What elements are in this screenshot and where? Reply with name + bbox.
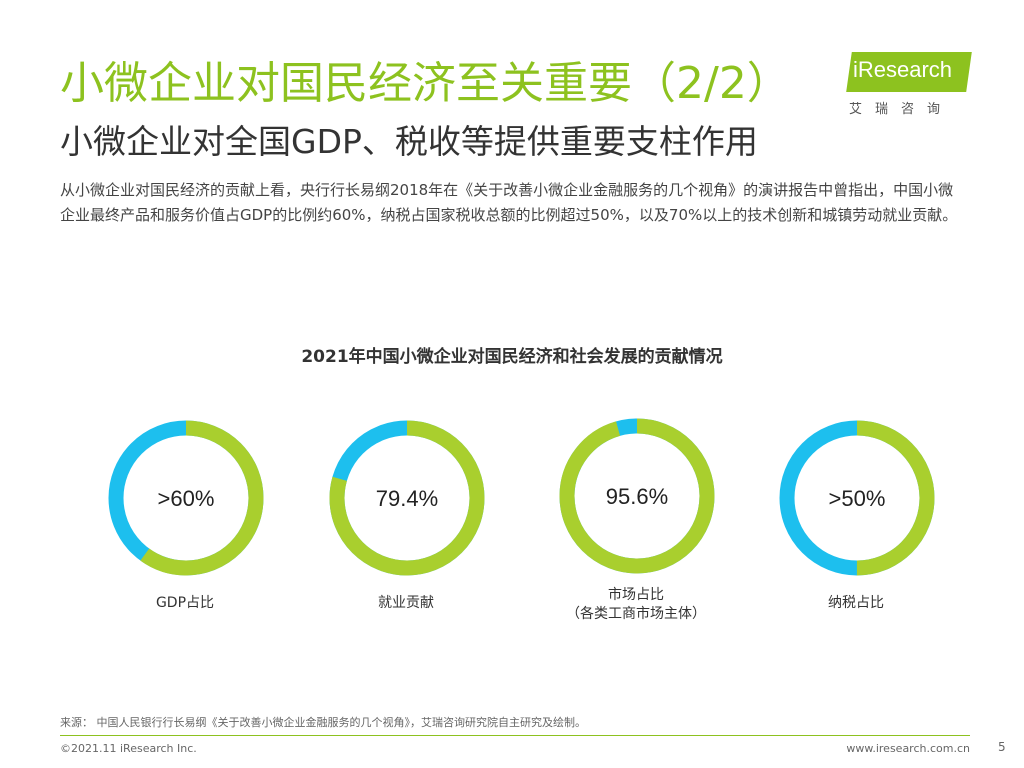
- source-note: 来源： 中国人民银行行长易纲《关于改善小微企业金融服务的几个视角》，艾瑞咨询研究…: [60, 716, 586, 729]
- donut-category-sub: （各类工商市场主体）: [566, 606, 706, 622]
- donut-share-segment: [559, 418, 715, 574]
- page-title: 小微企业对国民经济至关重要（2/2）: [60, 58, 791, 109]
- donut-3: >50%: [779, 420, 935, 576]
- donut-value-label: >60%: [158, 486, 215, 511]
- chart-title: 2021年中国小微企业对国民经济和社会发展的贡献情况: [301, 347, 723, 367]
- donut-category: GDP占比: [155, 595, 215, 611]
- donut-share-segment: [329, 420, 485, 576]
- donut-label-gdp: GDP占比: [85, 594, 285, 613]
- donut-value-label: 79.4%: [376, 486, 438, 511]
- donut-value-label: 95.6%: [606, 484, 668, 509]
- logo-subtext: 艾瑞咨询: [849, 102, 954, 117]
- donut-label-tax: 纳税占比: [756, 594, 956, 613]
- page-number: 5: [998, 740, 1006, 754]
- donut-2: 95.6%: [559, 418, 715, 574]
- donut-value-label: >50%: [829, 486, 886, 511]
- footer-divider: [60, 735, 970, 736]
- intro-paragraph: 从小微企业对国民经济的贡献上看，央行行长易纲2018年在《关于改善小微企业金融服…: [60, 181, 958, 224]
- donut-category: 纳税占比: [828, 595, 884, 611]
- logo-text: iResearch: [853, 57, 953, 82]
- copyright: ©2021.11 iResearch Inc.: [60, 742, 197, 755]
- donut-category: 就业贡献: [378, 595, 434, 611]
- iresearch-logo: iResearch 艾瑞咨询: [845, 52, 975, 117]
- donut-label-market: 市场占比 （各类工商市场主体）: [536, 586, 736, 624]
- donut-share-segment: [108, 420, 264, 576]
- website-link[interactable]: www.iresearch.com.cn: [846, 742, 970, 755]
- donut-0: >60%: [108, 420, 264, 576]
- donut-label-employment: 就业贡献: [306, 594, 506, 613]
- donut-category: 市场占比: [608, 587, 664, 603]
- donut-1: 79.4%: [329, 420, 485, 576]
- donut-share-segment: [779, 420, 935, 576]
- page-subtitle: 小微企业对全国GDP、税收等提供重要支柱作用: [60, 122, 758, 161]
